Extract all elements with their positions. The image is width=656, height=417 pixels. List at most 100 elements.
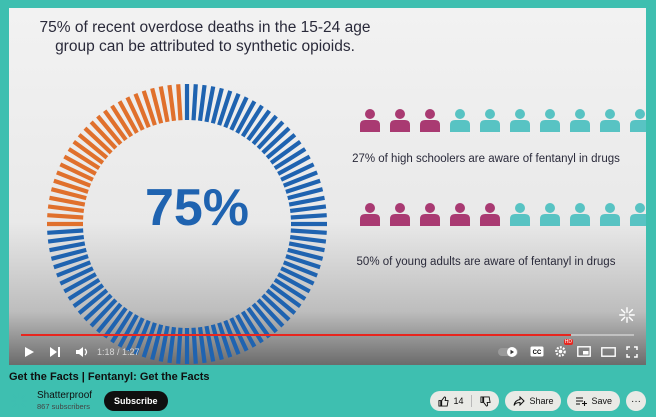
donut-segment-blue (235, 314, 257, 348)
player-controls: 1:18 / 1:27 CC HD (9, 338, 646, 365)
donut-segment-blue (273, 147, 307, 171)
donut-segment-blue (261, 293, 291, 322)
donut-segment-orange (59, 162, 94, 182)
donut-segment-blue (265, 133, 297, 160)
person-icon (540, 203, 560, 226)
donut-segment-blue (59, 266, 94, 286)
donut-segment-blue (204, 325, 216, 362)
person-icon-highlighted (480, 203, 500, 226)
dislike-button[interactable] (480, 395, 492, 407)
fullscreen-icon[interactable] (626, 342, 638, 362)
donut-segment-orange (167, 84, 177, 122)
donut-segment-blue (63, 272, 97, 294)
donut-segment-blue (282, 170, 318, 188)
more-actions-button[interactable]: ··· (626, 391, 646, 411)
donut-segment-blue (282, 260, 318, 278)
donut-segment-orange (67, 147, 101, 171)
donut-segment-blue (223, 93, 241, 129)
donut-segment-blue (223, 319, 241, 355)
donut-segment-blue (256, 298, 285, 328)
person-icon-highlighted (360, 109, 380, 132)
donut-segment-blue (285, 178, 321, 194)
donut-segment-blue (197, 326, 207, 364)
people-row-young-adults (359, 202, 646, 226)
subscribe-button[interactable]: Subscribe (104, 391, 168, 411)
next-icon[interactable] (49, 342, 61, 362)
donut-segment-blue (261, 126, 291, 155)
person-icon-highlighted (450, 203, 470, 226)
donut-segment-orange (150, 87, 164, 124)
donut-segment-orange (117, 100, 139, 134)
donut-segment-blue (150, 324, 164, 361)
donut-segment-orange (53, 178, 89, 194)
channel-info: Shatterproof 867 subscribers (37, 390, 92, 412)
donut-segment-blue (273, 277, 307, 301)
subscriber-count: 867 subscribers (37, 402, 90, 411)
donut-segment-blue (269, 283, 302, 308)
person-icon (480, 109, 500, 132)
share-button[interactable]: Share (505, 391, 562, 411)
video-player[interactable]: 75% of recent overdose deaths in the 15-… (9, 8, 646, 365)
donut-segment-orange (110, 104, 134, 138)
miniplayer-icon[interactable] (577, 342, 591, 362)
donut-segment-blue (53, 254, 89, 270)
like-button[interactable]: 14 (438, 395, 464, 407)
donut-segment-blue (289, 234, 327, 244)
channel-avatar-icon[interactable] (9, 391, 29, 411)
volume-icon[interactable] (75, 342, 89, 362)
donut-segment-blue (210, 87, 224, 124)
autoplay-toggle-icon[interactable] (498, 342, 520, 362)
donut-segment-blue (204, 86, 216, 123)
donut-segment-blue (89, 298, 118, 328)
play-icon[interactable] (23, 342, 35, 362)
donut-segment-orange (133, 93, 151, 129)
donut-segment-blue (217, 90, 233, 126)
donut-segment-blue (290, 213, 327, 220)
save-label: Save (591, 396, 612, 406)
video-headline: 75% of recent overdose deaths in the 15-… (39, 19, 371, 55)
donut-segment-orange (56, 170, 92, 188)
person-icon (540, 109, 560, 132)
progress-bar[interactable] (21, 334, 634, 336)
donut-segment-blue (277, 154, 311, 176)
donut-segment-blue (72, 283, 105, 308)
donut-segment-orange (89, 120, 118, 150)
channel-watermark-icon[interactable] (618, 306, 636, 329)
donut-segment-blue (141, 322, 157, 358)
like-count: 14 (453, 396, 464, 406)
donut-segment-orange (50, 187, 87, 201)
donut-segment-blue (67, 277, 101, 301)
channel-name[interactable]: Shatterproof (37, 390, 93, 401)
person-icon (630, 203, 646, 226)
captions-icon[interactable]: CC (530, 342, 544, 362)
donut-segment-blue (251, 114, 278, 146)
donut-segment-blue (287, 187, 324, 201)
person-icon (630, 109, 646, 132)
donut-segment-blue (197, 84, 207, 122)
donut-segment-blue (191, 84, 198, 121)
save-button[interactable]: Save (567, 391, 620, 411)
donut-segment-blue (83, 293, 113, 322)
video-title: Get the Facts | Fentanyl: Get the Facts (9, 371, 210, 383)
person-icon-highlighted (390, 109, 410, 132)
donut-segment-orange (158, 86, 170, 123)
donut-segment-orange (47, 204, 85, 214)
donut-segment-orange (49, 195, 86, 207)
settings-icon[interactable]: HD (554, 338, 573, 362)
donut-segment-blue (110, 310, 134, 344)
donut-segment-orange (141, 90, 157, 126)
donut-segment-orange (103, 109, 128, 142)
donut-segment-blue (133, 319, 151, 355)
donut-segment-orange (83, 126, 113, 155)
donut-segment-blue (158, 325, 170, 362)
donut-segment-blue (96, 302, 123, 334)
people-row-high-schoolers (359, 108, 646, 132)
theater-icon[interactable] (601, 342, 616, 362)
donut-segment-orange (72, 140, 105, 165)
settings-badge: HD (563, 338, 573, 345)
person-icon (600, 109, 620, 132)
donut-segment-blue (288, 241, 325, 253)
svg-text:CC: CC (533, 350, 542, 356)
donut-center-percent: 75% (144, 179, 250, 237)
donut-segment-blue (56, 260, 92, 278)
